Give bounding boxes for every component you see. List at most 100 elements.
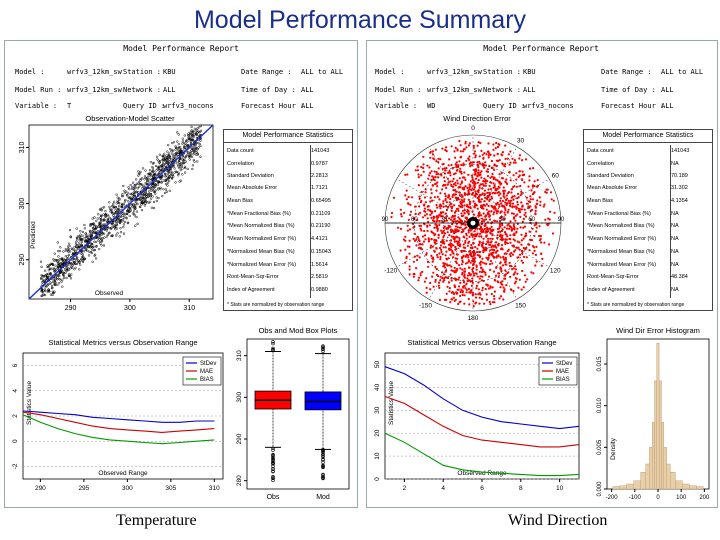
wind-point: [460, 193, 463, 197]
scatter-point: [165, 161, 168, 164]
wind-point: [489, 232, 492, 235]
caption-wind-direction: Wind Direction: [508, 512, 608, 529]
wind-point: [448, 290, 451, 293]
wind-point: [481, 257, 484, 260]
wind-point: [511, 268, 514, 271]
wind-point: [450, 265, 453, 268]
wind-point: [437, 236, 440, 239]
wind-point: [437, 284, 440, 287]
wind-point: [481, 205, 484, 208]
scatter-point: [169, 160, 173, 164]
scatter-point: [42, 275, 45, 278]
variable-label: Variable :: [375, 102, 418, 110]
scatter-point: [135, 198, 139, 201]
wind-point: [458, 285, 461, 288]
scatter-point: [74, 245, 78, 248]
scatter-point: [46, 289, 49, 292]
wind-point: [522, 226, 525, 229]
scatter-point: [143, 197, 146, 201]
wind-point: [456, 267, 459, 270]
report-title: Model Performance Report: [483, 44, 599, 53]
scatter-point: [190, 146, 193, 149]
wind-point: [448, 234, 451, 237]
wind-direction-title: Wind Direction Error: [443, 114, 511, 123]
scatter-point: [161, 158, 164, 162]
scatter-point: [57, 249, 60, 253]
wind-point: [470, 255, 473, 258]
wind-point: [531, 252, 534, 255]
scatter-point: [40, 277, 43, 281]
wind-point: [528, 230, 531, 233]
wind-point: [488, 254, 491, 257]
wind-point: [450, 230, 453, 234]
scatter-point: [162, 162, 165, 166]
scatter-point: [183, 134, 186, 137]
scatter-point: [137, 182, 140, 185]
scatter-point: [171, 141, 174, 145]
wind-point: [430, 178, 433, 182]
wind-point: [469, 206, 472, 209]
wind-point: [464, 140, 467, 143]
scatter-point: [157, 159, 160, 162]
forecast-hour-label: Forecast Hour :: [241, 102, 305, 110]
wind-point: [442, 265, 445, 268]
wind-point: [419, 227, 422, 230]
scatter-point: [180, 150, 183, 153]
scatter-point: [109, 227, 113, 231]
stats-row: Standard Deviation 70.189: [587, 173, 688, 179]
wind-point: [493, 301, 496, 304]
wind-point: [534, 209, 537, 212]
scatter-point: [47, 272, 50, 276]
wind-point: [495, 265, 498, 269]
wind-point: [478, 296, 481, 299]
scatter-point: [81, 234, 84, 237]
scatter-point: [182, 159, 185, 162]
histogram-bar: [696, 486, 704, 490]
scatter-point: [95, 231, 98, 234]
wind-point: [459, 186, 462, 189]
wind-point: [419, 272, 422, 275]
stats-row: Root-Mean-Sqr-Error 2.5819: [227, 274, 328, 280]
fit-line: [28, 124, 214, 300]
scatter-point: [155, 169, 158, 172]
scatter-point: [77, 260, 81, 263]
wind-point: [493, 249, 496, 252]
wind-point: [442, 262, 445, 265]
scatter-point: [83, 227, 87, 230]
y-tick-label: -2: [12, 463, 19, 469]
scatter-point: [140, 198, 144, 201]
scatter-point: [151, 195, 154, 198]
wind-point: [473, 253, 476, 256]
scatter-point: [104, 210, 107, 213]
wind-point: [429, 151, 432, 154]
wind-point: [443, 263, 446, 266]
wind-point: [480, 170, 483, 173]
wind-point: [539, 200, 542, 203]
wind-point: [498, 227, 501, 230]
wind-point: [408, 252, 411, 255]
query-label: Query ID :: [483, 102, 526, 110]
wind-point: [519, 184, 522, 188]
network-label: Network :: [483, 86, 521, 94]
scatter-point: [98, 221, 101, 224]
wind-point: [514, 214, 517, 217]
wind-point: [462, 148, 465, 151]
wind-point: [437, 172, 440, 175]
outlier-point: [271, 454, 275, 458]
wind-point: [491, 286, 494, 289]
scatter-point: [42, 280, 45, 283]
x-tick-label: 200: [699, 495, 710, 501]
histogram-bar: [669, 472, 676, 490]
scatter-point: [191, 130, 195, 134]
scatter-point: [73, 260, 76, 264]
wind-point: [540, 252, 543, 255]
wind-point: [429, 171, 432, 175]
scatter-point: [174, 170, 178, 173]
wind-point: [536, 202, 539, 205]
wind-point: [440, 215, 443, 218]
scatter-point: [150, 174, 154, 177]
scatter-point: [165, 190, 169, 193]
scatter-point: [99, 214, 103, 217]
scatter-point: [176, 162, 179, 165]
